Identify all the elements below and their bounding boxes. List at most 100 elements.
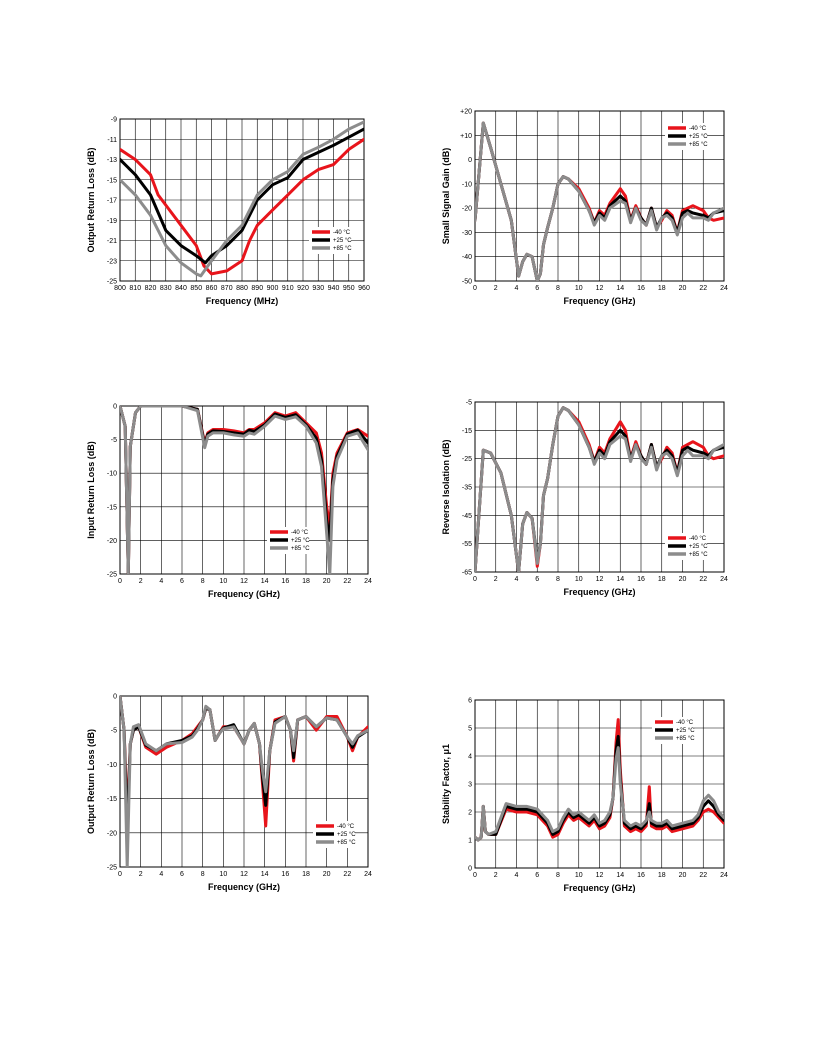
- y-tick-label: -15: [107, 504, 117, 511]
- y-tick-label: -11: [107, 137, 117, 144]
- x-tick-label: 14: [616, 872, 624, 879]
- y-axis-label: Small Signal Gain (dB): [441, 148, 451, 245]
- legend-label: -40 °C: [689, 126, 707, 132]
- x-axis-label: Frequency (GHz): [208, 589, 280, 599]
- x-tick-label: 6: [180, 871, 184, 878]
- x-tick-label: 24: [364, 578, 372, 585]
- y-tick-label: -21: [107, 238, 117, 245]
- x-tick-label: 4: [515, 285, 519, 292]
- x-tick-label: 900: [267, 285, 279, 292]
- x-tick-label: 10: [575, 576, 583, 583]
- y-tick-label: -19: [107, 218, 117, 225]
- x-tick-label: 890: [251, 285, 263, 292]
- x-tick-label: 4: [515, 872, 519, 879]
- legend: -40 °C +25 °C +85 °C: [309, 227, 352, 254]
- x-tick-label: 6: [535, 872, 539, 879]
- x-tick-label: 12: [240, 578, 248, 585]
- plot-frame: [119, 118, 365, 282]
- x-tick-label: 800: [114, 285, 126, 292]
- x-tick-label: 18: [302, 871, 310, 878]
- legend-label: -40 °C: [337, 824, 355, 830]
- x-tick-label: 18: [658, 872, 666, 879]
- x-tick-label: 20: [679, 285, 687, 292]
- x-tick-label: 24: [364, 871, 372, 878]
- x-axis-label: Frequency (GHz): [563, 883, 635, 893]
- x-tick-label: 0: [473, 285, 477, 292]
- x-tick-label: 0: [473, 576, 477, 583]
- legend: -40 °C +25 °C +85 °C: [665, 533, 708, 560]
- legend-label: -40 °C: [291, 530, 309, 536]
- x-tick-label: 22: [699, 872, 707, 879]
- x-axis-label: Frequency (GHz): [208, 882, 280, 892]
- x-tick-label: 2: [494, 576, 498, 583]
- x-tick-label: 2: [494, 872, 498, 879]
- legend: -40 °C +25 °C +85 °C: [652, 717, 695, 744]
- x-tick-label: 20: [679, 576, 687, 583]
- x-tick-label: 4: [159, 871, 163, 878]
- series-line: [120, 406, 368, 574]
- y-tick-label: -20: [462, 206, 472, 213]
- legend-label: +85 °C: [689, 142, 708, 148]
- y-tick-label: 0: [468, 866, 472, 873]
- x-tick-label: 24: [720, 285, 728, 292]
- x-tick-label: 6: [535, 285, 539, 292]
- legend-label: +85 °C: [333, 246, 352, 252]
- plot-area: [474, 699, 725, 869]
- x-tick-label: 0: [473, 872, 477, 879]
- y-tick-label: -25: [462, 456, 472, 463]
- legend-label: +85 °C: [291, 546, 310, 552]
- plot-area: [474, 110, 725, 282]
- y-tick-label: 2: [468, 810, 472, 817]
- x-tick-label: 14: [261, 871, 269, 878]
- y-tick-label: 4: [468, 754, 472, 761]
- legend-label: +25 °C: [676, 728, 695, 734]
- x-tick-label: 14: [616, 285, 624, 292]
- y-tick-label: -5: [111, 728, 117, 735]
- x-tick-label: 18: [302, 578, 310, 585]
- legend: -40 °C +25 °C +85 °C: [665, 123, 708, 150]
- y-tick-label: -25: [107, 865, 117, 872]
- legend: -40 °C +25 °C +85 °C: [267, 527, 310, 554]
- x-tick-label: 6: [535, 576, 539, 583]
- x-tick-label: 4: [159, 578, 163, 585]
- x-tick-label: 2: [139, 871, 143, 878]
- x-tick-label: 10: [575, 285, 583, 292]
- x-tick-label: 8: [556, 872, 560, 879]
- y-tick-label: -40: [462, 254, 472, 261]
- y-tick-label: +20: [460, 109, 472, 116]
- x-tick-label: 16: [281, 578, 289, 585]
- x-tick-label: 24: [720, 576, 728, 583]
- y-tick-label: 1: [468, 838, 472, 845]
- x-tick-label: 930: [312, 285, 324, 292]
- y-axis-label: Input Return Loss (dB): [86, 441, 96, 539]
- legend-label: -40 °C: [676, 720, 694, 726]
- y-tick-label: +10: [460, 133, 472, 140]
- legend-label: +25 °C: [337, 832, 356, 838]
- x-axis-label: Frequency (MHz): [206, 296, 279, 306]
- legend-label: -40 °C: [689, 536, 707, 542]
- x-tick-label: 14: [261, 578, 269, 585]
- legend-label: +25 °C: [333, 238, 352, 244]
- y-tick-label: -45: [462, 513, 472, 520]
- x-tick-label: 8: [556, 576, 560, 583]
- x-tick-label: 22: [343, 871, 351, 878]
- y-tick-label: -13: [107, 157, 117, 164]
- x-tick-label: 16: [637, 872, 645, 879]
- x-tick-label: 870: [221, 285, 233, 292]
- series-line: [120, 406, 368, 574]
- y-tick-label: -17: [107, 198, 117, 205]
- x-tick-label: 840: [175, 285, 187, 292]
- series-line: [120, 127, 364, 265]
- plot-frame: [474, 110, 725, 282]
- x-tick-label: 8: [201, 578, 205, 585]
- x-tick-label: 22: [343, 578, 351, 585]
- y-tick-label: -20: [107, 538, 117, 545]
- y-tick-label: -10: [462, 181, 472, 188]
- x-tick-label: 10: [219, 578, 227, 585]
- y-axis-label: Reverse Isolation (dB): [441, 439, 451, 534]
- x-tick-label: 6: [180, 578, 184, 585]
- x-axis-label: Frequency (GHz): [563, 296, 635, 306]
